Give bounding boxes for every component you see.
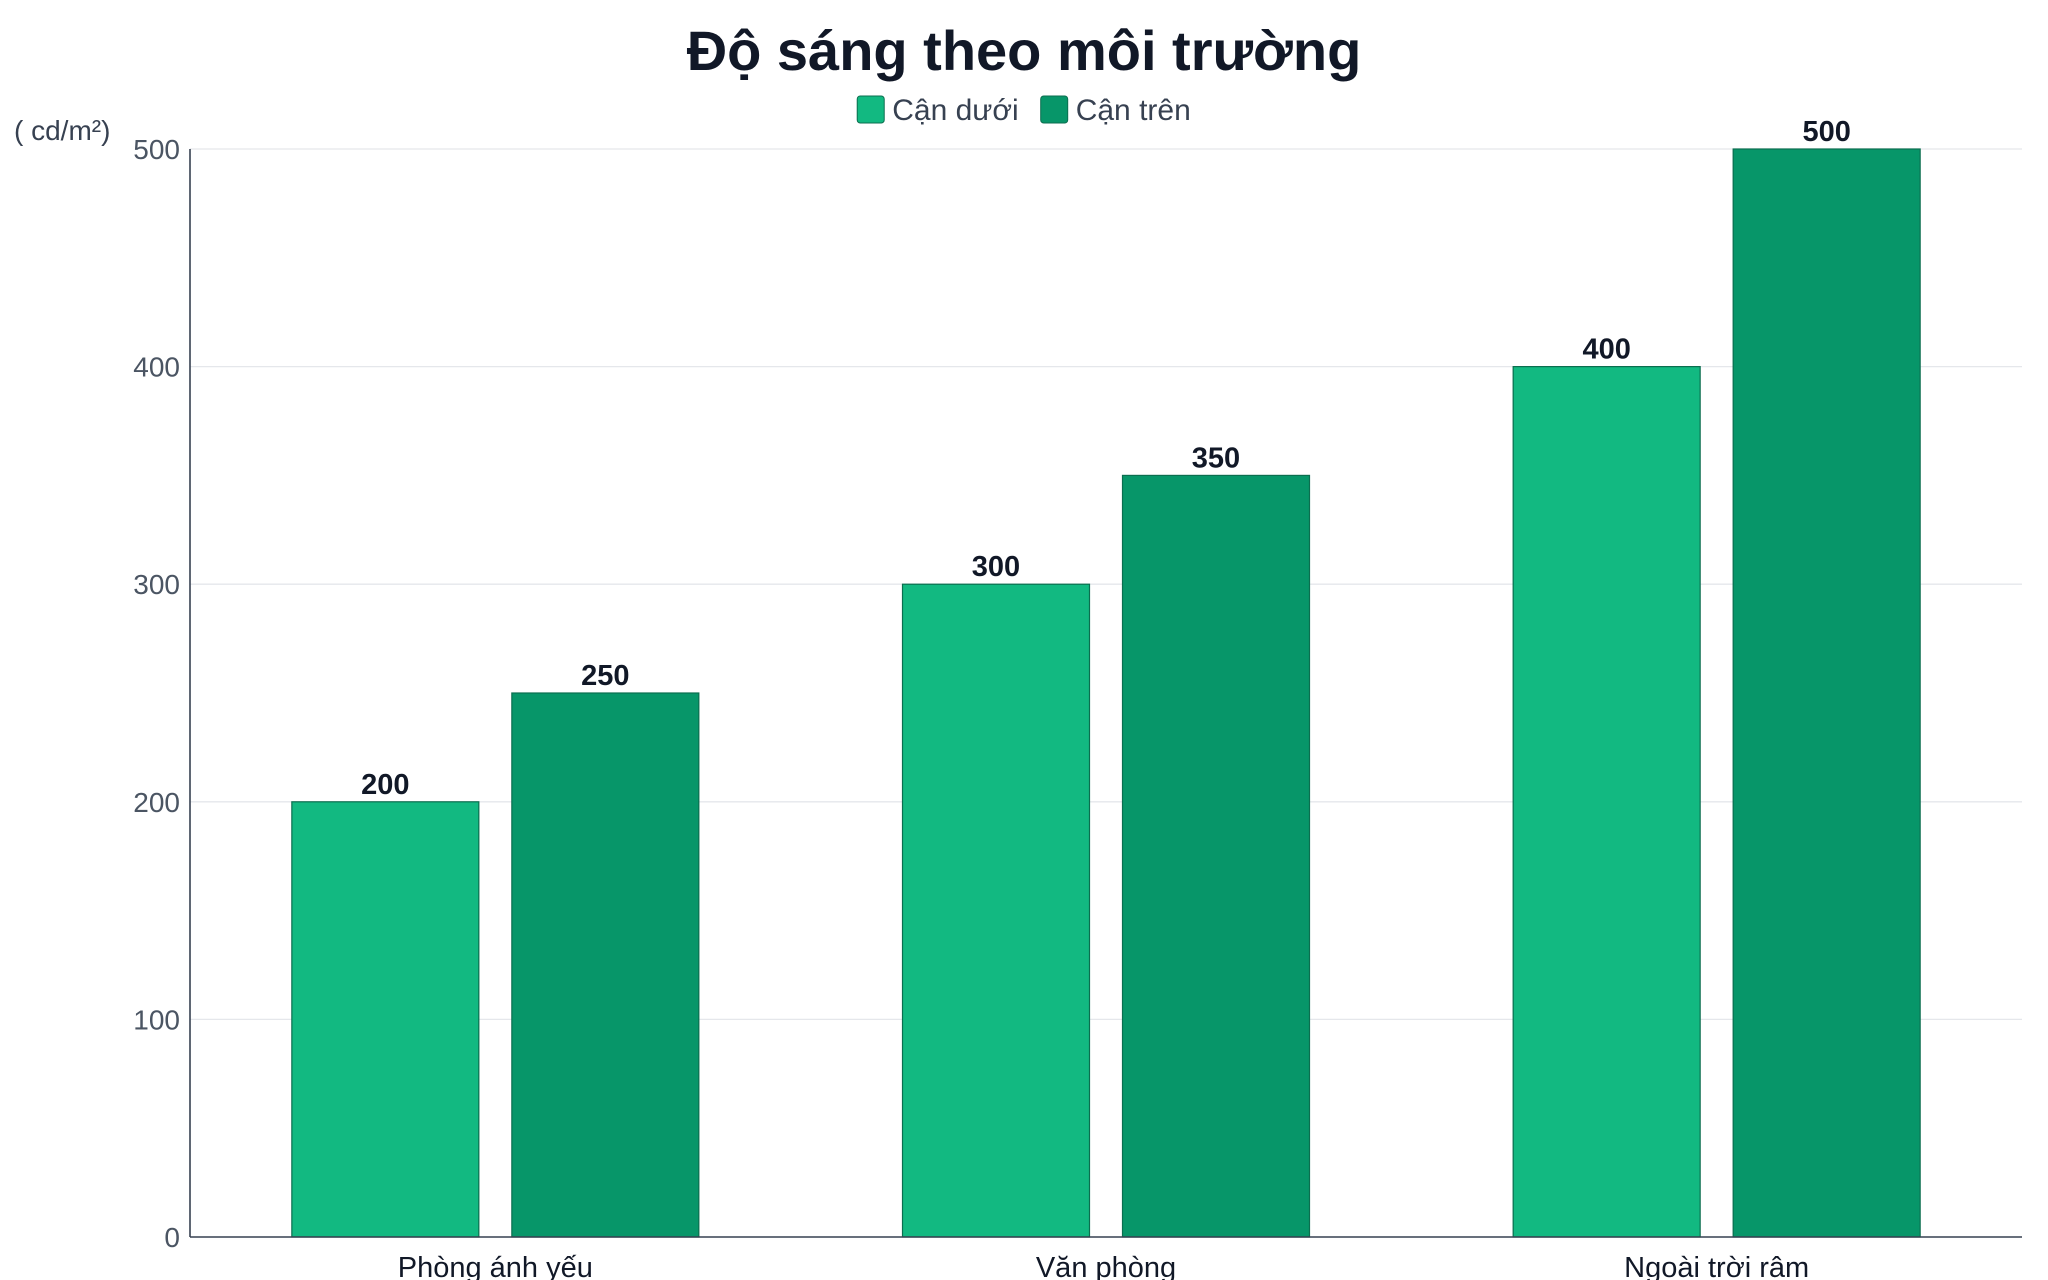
bars — [291, 148, 1921, 1238]
data-label: 300 — [972, 551, 1020, 583]
y-tick-label: 400 — [133, 352, 180, 383]
data-label: 250 — [581, 660, 629, 692]
data-label: 350 — [1192, 442, 1240, 474]
x-tick-label: Ngoài trời râm — [1624, 1252, 1809, 1280]
grid-lines — [190, 148, 2022, 1021]
legend-swatch — [1040, 95, 1069, 124]
tick-and-value-labels: 0 100 200 300 400 500 200 250 Phòng ánh yếu 300 35… — [133, 116, 1851, 1280]
y-tick-label: 200 — [133, 787, 180, 818]
bar — [291, 801, 480, 1238]
legend-item: Cận dưới — [856, 94, 1019, 127]
data-label: 500 — [1802, 116, 1850, 148]
bar — [901, 583, 1091, 1238]
legend-item: Cận trên — [1040, 94, 1191, 127]
bar — [1512, 366, 1701, 1238]
legend-swatch — [856, 95, 885, 124]
chart-title: Độ sáng theo môi trường — [687, 19, 1362, 82]
y-axis-unit-label: ( cd/m²) — [14, 115, 110, 146]
bar — [511, 692, 700, 1238]
data-label: 200 — [361, 769, 409, 801]
chart-legend: Cận dưới Cận trên — [856, 94, 1191, 127]
legend-label: Cận trên — [1076, 94, 1191, 127]
y-tick-label: 500 — [133, 134, 180, 165]
bar — [1732, 148, 1921, 1238]
data-label: 400 — [1582, 334, 1630, 366]
bar — [1121, 474, 1311, 1238]
axes — [189, 149, 2022, 1238]
legend-label: Cận dưới — [892, 94, 1018, 127]
y-tick-label: 300 — [133, 569, 180, 600]
x-tick-label: Phòng ánh yếu — [398, 1252, 593, 1280]
y-tick-label: 0 — [164, 1222, 180, 1253]
y-tick-label: 100 — [133, 1004, 180, 1035]
x-tick-label: Văn phòng — [1036, 1252, 1176, 1280]
